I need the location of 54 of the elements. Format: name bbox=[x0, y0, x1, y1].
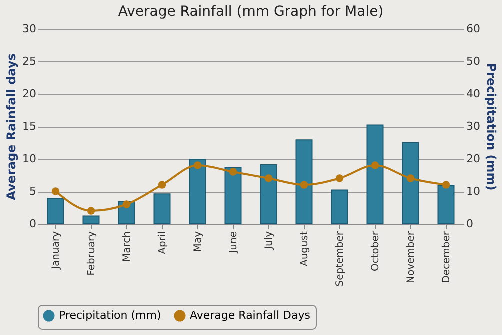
y-tick-label: 20 bbox=[22, 88, 36, 100]
y2-tick-label: 40 bbox=[466, 88, 480, 100]
point bbox=[264, 174, 273, 182]
y2-tick-label: 20 bbox=[466, 152, 480, 166]
bar bbox=[366, 124, 384, 224]
x-tick-label: May bbox=[192, 231, 204, 252]
bar bbox=[224, 166, 242, 224]
x-tick-label: February bbox=[86, 231, 98, 276]
legend-label: Precipitation (mm) bbox=[59, 309, 162, 322]
y-tick-label: 5 bbox=[30, 185, 36, 198]
y2-tick-label: 10 bbox=[466, 185, 480, 198]
y-tick-label: 15 bbox=[22, 120, 36, 133]
y-tick-label: 0 bbox=[30, 218, 36, 230]
x-tick-label: October bbox=[370, 230, 382, 272]
point bbox=[87, 207, 96, 215]
y-axis-title: Average Rainfall days bbox=[4, 54, 19, 200]
bar bbox=[260, 164, 278, 224]
x-tick-label: April bbox=[157, 232, 168, 254]
bar bbox=[189, 159, 206, 224]
bar bbox=[154, 194, 171, 224]
point bbox=[336, 174, 344, 182]
legend-label: Average Rainfall Days bbox=[190, 309, 311, 322]
x-tick-label: July bbox=[264, 231, 275, 250]
point bbox=[300, 181, 308, 189]
y2-axis-title: Precipitation (mm) bbox=[484, 63, 498, 191]
x-tick-label: June bbox=[228, 232, 240, 254]
point bbox=[122, 200, 131, 208]
x-tick-label: November bbox=[406, 230, 417, 284]
y2-tick-label: 0 bbox=[466, 218, 474, 230]
x-tick-label: January bbox=[50, 231, 62, 270]
bar bbox=[296, 140, 313, 224]
y2-tick-label: 60 bbox=[466, 22, 480, 36]
bar bbox=[438, 185, 455, 224]
y-tick-label: 30 bbox=[22, 22, 36, 36]
bar bbox=[331, 190, 348, 224]
point bbox=[158, 181, 166, 189]
bar bbox=[47, 198, 64, 224]
point bbox=[194, 162, 202, 170]
point bbox=[371, 162, 380, 170]
chart-title: Average Rainfall (mm Graph for Male) bbox=[118, 4, 384, 20]
point bbox=[442, 181, 450, 189]
x-tick-label: August bbox=[299, 231, 310, 266]
point bbox=[406, 174, 415, 182]
y2-tick-label: 30 bbox=[466, 120, 480, 133]
bar bbox=[82, 216, 100, 224]
point bbox=[229, 168, 238, 176]
y-tick-label: 10 bbox=[22, 152, 36, 166]
x-tick-label: December bbox=[441, 230, 452, 284]
x-tick-label: September bbox=[334, 230, 346, 287]
y-tick-label: 25 bbox=[22, 55, 36, 68]
bar bbox=[402, 142, 420, 224]
y2-tick-label: 50 bbox=[466, 55, 480, 68]
x-tick-label: March bbox=[122, 232, 133, 262]
point bbox=[52, 188, 60, 196]
